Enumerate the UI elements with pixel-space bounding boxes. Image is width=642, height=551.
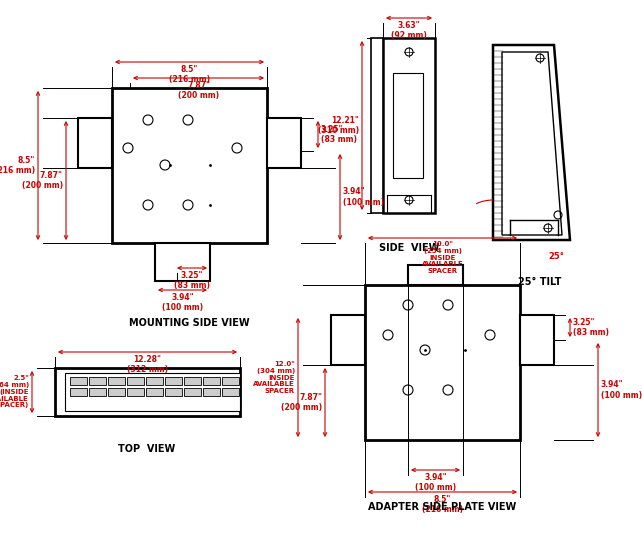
Bar (222, 377, 239, 385)
Text: 2.5"
(64 mm)
(INSIDE
AVAILABLE
SPACER): 2.5" (64 mm) (INSIDE AVAILABLE SPACER) (0, 375, 29, 408)
Text: 8.5"
(216 mm): 8.5" (216 mm) (0, 156, 35, 175)
Text: 7.87"
(200 mm): 7.87" (200 mm) (178, 81, 219, 100)
Polygon shape (493, 45, 570, 240)
Bar (146, 377, 163, 385)
Bar (267, 118, 301, 168)
Bar (55, 368, 240, 416)
Polygon shape (493, 45, 503, 240)
Bar (65, 373, 240, 411)
Text: 25° TILT: 25° TILT (518, 277, 562, 287)
Bar (165, 377, 182, 385)
Bar (383, 38, 435, 213)
Text: 3.25"
(83 mm): 3.25" (83 mm) (321, 125, 357, 144)
Text: 3.94"
(100 mm): 3.94" (100 mm) (162, 293, 203, 312)
Text: 3.63"
(92 mm): 3.63" (92 mm) (391, 21, 427, 40)
Text: SIDE  VIEW: SIDE VIEW (379, 243, 439, 253)
Bar (365, 285, 520, 440)
Polygon shape (502, 52, 562, 235)
Bar (89, 388, 106, 396)
Bar (146, 388, 163, 396)
Text: 3.25"
(83 mm): 3.25" (83 mm) (573, 318, 609, 337)
Bar (70, 388, 87, 396)
Text: 7.87"
(200 mm): 7.87" (200 mm) (281, 393, 322, 412)
Text: 12.21"
(310 mm): 12.21" (310 mm) (318, 116, 359, 135)
Bar (108, 377, 125, 385)
Bar (222, 388, 239, 396)
Bar (127, 377, 144, 385)
Text: 8.5"
(216 mm): 8.5" (216 mm) (169, 65, 210, 84)
Bar (127, 388, 144, 396)
Bar (184, 377, 201, 385)
Bar (155, 243, 210, 281)
Text: TOP  VIEW: TOP VIEW (118, 444, 176, 454)
Text: 12.28"
(312 mm): 12.28" (312 mm) (127, 355, 168, 374)
Bar (371, 38, 383, 213)
Bar (184, 388, 201, 396)
Text: 12.0"
(304 mm)
INSIDE
AVAILABLE
SPACER: 12.0" (304 mm) INSIDE AVAILABLE SPACER (253, 361, 295, 394)
Text: MOUNTING SIDE VIEW: MOUNTING SIDE VIEW (128, 318, 249, 328)
Bar (331, 315, 365, 365)
Text: ADAPTER SIDE PLATE VIEW: ADAPTER SIDE PLATE VIEW (368, 502, 516, 512)
Bar (78, 118, 112, 168)
Text: 3.94"
(100 mm): 3.94" (100 mm) (601, 381, 642, 399)
Bar (112, 88, 267, 243)
Text: 3.94"
(100 mm): 3.94" (100 mm) (415, 473, 456, 492)
Bar (108, 388, 125, 396)
Bar (70, 377, 87, 385)
Bar (520, 315, 554, 365)
Text: 10.0"
(254 mm)
INSIDE
AVAILABLE
SPACER: 10.0" (254 mm) INSIDE AVAILABLE SPACER (422, 241, 464, 274)
Bar (393, 73, 423, 178)
Bar (203, 388, 220, 396)
Bar (203, 377, 220, 385)
Bar (89, 377, 106, 385)
Text: 3.94"
(100 mm): 3.94" (100 mm) (343, 187, 384, 207)
Text: 8.5"
(216 mm): 8.5" (216 mm) (422, 495, 463, 514)
Bar (165, 388, 182, 396)
Text: 7.87"
(200 mm): 7.87" (200 mm) (22, 171, 63, 190)
Text: 25°: 25° (548, 252, 564, 261)
Bar (408, 265, 463, 285)
Text: 3.25"
(83 mm): 3.25" (83 mm) (174, 271, 210, 290)
